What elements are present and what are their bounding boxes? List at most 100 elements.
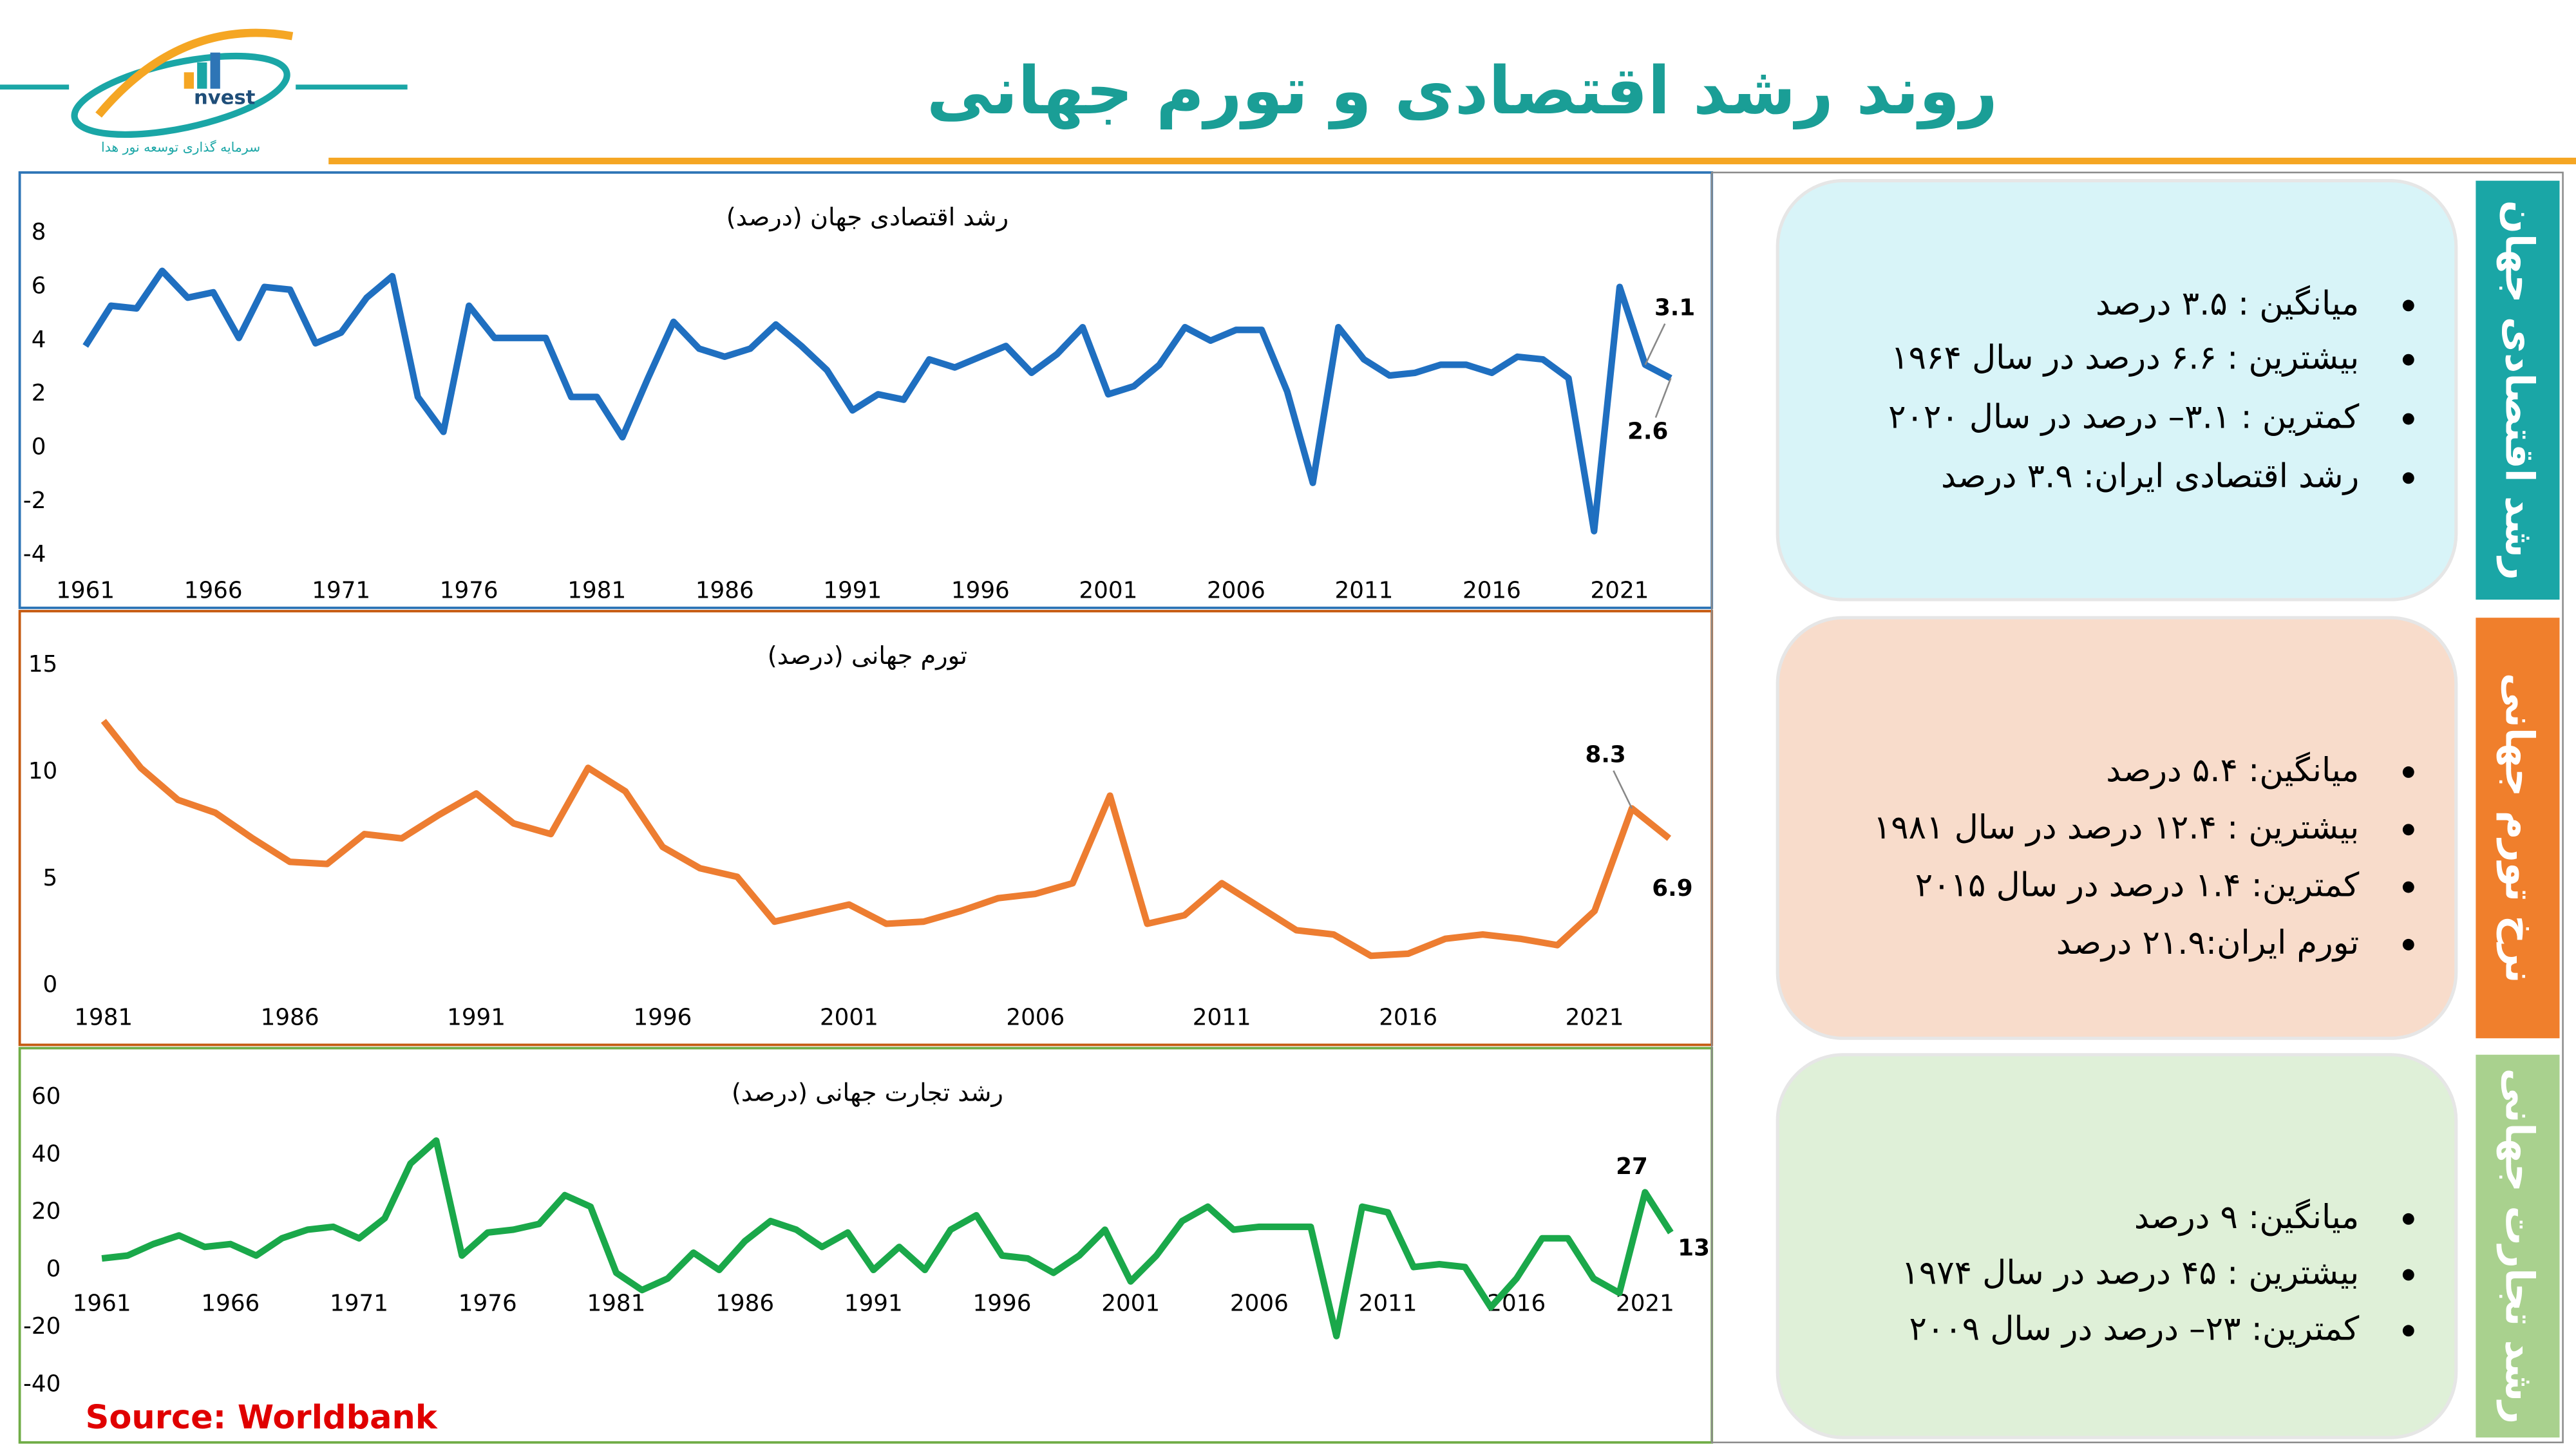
x-tick-label: 1996 xyxy=(973,1291,1032,1317)
x-tick-label: 2001 xyxy=(1079,577,1137,603)
info-panel xyxy=(1776,616,2458,1040)
x-tick-label: 2016 xyxy=(1463,577,1521,603)
bullet-text: تورم ایران:۲۱.۹ درصد xyxy=(2056,924,2359,962)
label-leader xyxy=(1644,323,1666,365)
chart-title: رشد تجارت جهانی (درصد) xyxy=(732,1078,1003,1107)
bullet-text: کمترین : ۳.۱– درصد در سال ۲۰۲۰ xyxy=(1888,399,2360,437)
y-tick-label: -2 xyxy=(23,488,46,514)
y-tick-label: 60 xyxy=(32,1083,61,1110)
x-tick-label: 1981 xyxy=(567,577,626,603)
x-tick-label: 2011 xyxy=(1359,1291,1417,1317)
y-tick-label: 10 xyxy=(28,758,57,784)
x-tick-label: 1971 xyxy=(312,577,370,603)
bullet-text: رشد اقتصادی ایران: ۳.۹ درصد xyxy=(1941,457,2359,495)
bullet-dot xyxy=(2402,1269,2414,1281)
bullet-dot xyxy=(2402,766,2414,778)
x-tick-label: 1971 xyxy=(330,1291,388,1317)
x-tick-label: 1986 xyxy=(696,577,754,603)
bullet-text: کمترین: ۱.۴ درصد در سال ۲۰۱۵ xyxy=(1915,867,2360,905)
bullet-dot xyxy=(2402,824,2414,836)
bullet-dot xyxy=(2402,938,2414,951)
label-leader xyxy=(1654,377,1672,418)
bullet-dot xyxy=(2402,881,2414,893)
x-tick-label: 1976 xyxy=(459,1291,517,1317)
y-tick-label: 0 xyxy=(32,434,46,460)
x-tick-label: 1966 xyxy=(184,577,243,603)
x-tick-label: 1986 xyxy=(261,1005,319,1031)
bullet-text: بیشترین : ۱۲.۴ درصد در سال ۱۹۸۱ xyxy=(1873,809,2359,847)
logo-text: nvest xyxy=(194,87,255,109)
x-tick-label: 2001 xyxy=(820,1005,878,1031)
side-tab-label: رشد اقتصادی جهان xyxy=(2497,200,2543,580)
chart-title: رشد اقتصادی جهان (درصد) xyxy=(726,203,1009,232)
logo: nvest سرمایه گذاری توسعه نور هدا xyxy=(71,28,294,155)
y-tick-label: 40 xyxy=(32,1141,61,1167)
data-label: 3.1 xyxy=(1654,295,1695,321)
data-label: 27 xyxy=(1616,1153,1648,1180)
logo-bar xyxy=(210,52,220,89)
x-tick-label: 1981 xyxy=(587,1291,645,1317)
x-tick-label: 1966 xyxy=(201,1291,260,1317)
data-line xyxy=(82,267,1672,535)
logo-bar xyxy=(184,72,194,89)
side-tab-label: نرخ تورم جهانی xyxy=(2497,673,2543,983)
side-tab xyxy=(2476,618,2560,1039)
bullet-text: کمترین: ۲۳– درصد در سال ۲۰۰۹ xyxy=(1909,1310,2360,1348)
chart-title: تورم جهانی (درصد) xyxy=(768,641,967,670)
x-tick-label: 2006 xyxy=(1006,1005,1065,1031)
logo-caption: سرمایه گذاری توسعه نور هدا xyxy=(101,140,260,155)
y-tick-label: 6 xyxy=(32,273,46,299)
data-label: 13 xyxy=(1678,1235,1710,1261)
x-tick-label: 2021 xyxy=(1566,1005,1624,1031)
y-tick-label: 0 xyxy=(43,972,58,998)
x-tick-label: 2011 xyxy=(1334,577,1393,603)
y-tick-label: 2 xyxy=(32,380,46,406)
data-label: 8.3 xyxy=(1586,742,1626,768)
bullet-dot xyxy=(2402,472,2414,484)
source-note: Source: Worldbank xyxy=(86,1399,438,1437)
info-panel xyxy=(1776,179,2458,601)
page-title: روند رشد اقتصادی و تورم جهانی xyxy=(927,53,1998,129)
x-tick-label: 1961 xyxy=(56,577,115,603)
bullet-text: میانگین: ۹ درصد xyxy=(2134,1198,2359,1236)
bullet-dot xyxy=(2402,1325,2414,1337)
x-tick-label: 1991 xyxy=(844,1291,903,1317)
x-tick-label: 1991 xyxy=(823,577,882,603)
x-tick-label: 2021 xyxy=(1616,1291,1674,1317)
y-tick-label: 4 xyxy=(32,327,46,353)
data-label: 2.6 xyxy=(1627,418,1668,444)
label-leader xyxy=(1613,770,1633,809)
bullet-text: بیشترین : ۶.۶ درصد در سال ۱۹۶۴ xyxy=(1891,339,2359,377)
x-tick-label: 2021 xyxy=(1591,577,1649,603)
x-tick-label: 2016 xyxy=(1379,1005,1437,1031)
x-tick-label: 1986 xyxy=(715,1291,774,1317)
x-tick-label: 2006 xyxy=(1230,1291,1289,1317)
x-tick-label: 2001 xyxy=(1101,1291,1160,1317)
bullet-dot xyxy=(2402,299,2414,312)
side-tab-label: رشد تجارت جهانی xyxy=(2497,1068,2543,1425)
bullet-text: میانگین: ۵.۴ درصد xyxy=(2106,752,2359,790)
bullet-dot xyxy=(2402,413,2414,425)
info-panel xyxy=(1776,1053,2458,1439)
x-tick-label: 1961 xyxy=(73,1291,131,1317)
panel-frame xyxy=(1710,171,2564,1444)
x-tick-label: 2006 xyxy=(1207,577,1265,603)
x-tick-label: 1976 xyxy=(440,577,498,603)
bullet-dot xyxy=(2402,354,2414,366)
data-label: 6.9 xyxy=(1652,875,1692,902)
y-tick-label: -20 xyxy=(23,1313,61,1340)
data-line xyxy=(100,719,1672,960)
x-tick-label: 1981 xyxy=(74,1005,133,1031)
bullet-text: میانگین : ۳.۵ درصد xyxy=(2096,285,2359,323)
y-tick-label: -40 xyxy=(23,1371,61,1397)
side-tab xyxy=(2476,180,2560,600)
y-tick-label: 20 xyxy=(32,1198,61,1225)
y-tick-label: 8 xyxy=(32,219,46,245)
x-tick-label: 1996 xyxy=(951,577,1010,603)
y-tick-label: 5 xyxy=(43,865,58,891)
logo-swoosh xyxy=(95,28,294,118)
y-tick-label: 0 xyxy=(46,1256,61,1282)
x-tick-label: 1996 xyxy=(634,1005,692,1031)
x-tick-label: 1991 xyxy=(447,1005,506,1031)
